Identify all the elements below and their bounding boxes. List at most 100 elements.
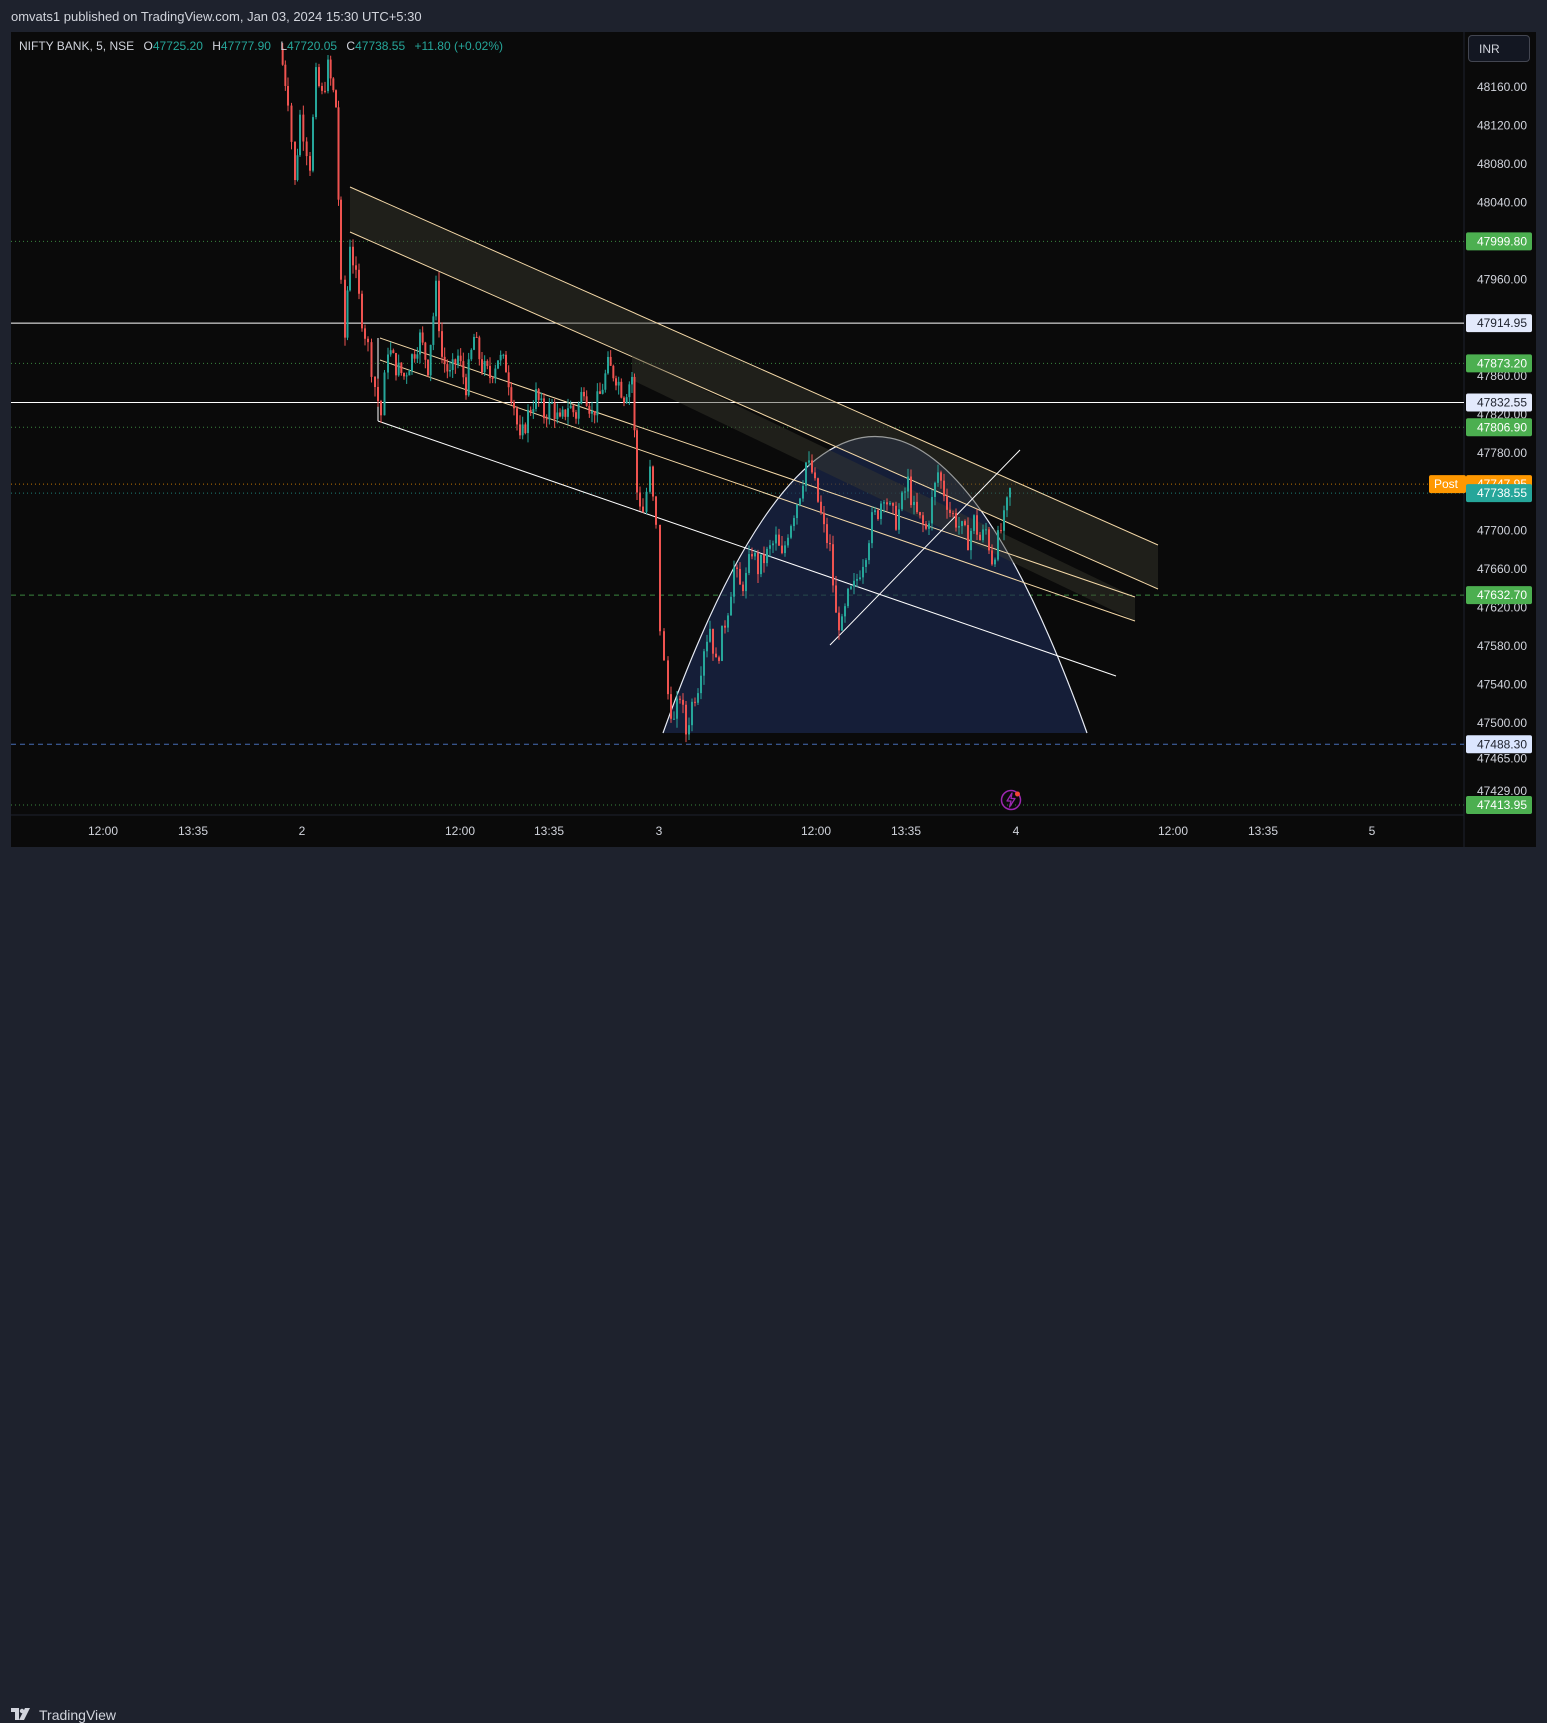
candle-body [615,378,617,386]
middle-channel-bottom[interactable] [379,359,1136,622]
candle-body [315,67,317,118]
candle-body [934,482,936,497]
time-tick-label: 13:35 [178,824,208,838]
candle-body [432,316,435,345]
candle-body [465,377,467,396]
candle-body [649,466,651,492]
candle-body [462,361,465,378]
candle-body [895,505,897,530]
candle-body [787,537,789,546]
price-tick-label: 48120.00 [1477,119,1527,133]
price-tag [1466,735,1532,754]
candle-body [491,377,494,379]
price-tag-label: 47738.55 [1477,486,1527,500]
price-tag [1466,232,1532,251]
candle-body [994,559,996,565]
candle-body [361,293,363,329]
time-tick-label: 2 [299,824,306,838]
candle-body [524,424,527,434]
candle-body [772,543,774,546]
candle-body [332,78,335,91]
candle-body [796,504,798,519]
candle-body [778,534,780,546]
candle-body [397,362,400,376]
candle-body [868,543,870,561]
candle-body [494,368,497,379]
price-tick-label: 47465.00 [1477,752,1527,766]
lightning-bolt-icon[interactable] [1000,789,1022,811]
candle-body [395,353,397,376]
currency-button[interactable]: INR [1468,35,1530,62]
candle-body [901,492,903,510]
candle-body [697,693,699,703]
candle-body [604,373,607,390]
candle-body [645,491,648,512]
candle-body [880,503,882,519]
candle-body [408,370,411,376]
price-tick-label: 47960.00 [1477,273,1527,287]
candle-body [413,354,416,359]
price-tick-label: 48080.00 [1477,157,1527,171]
candle-body [281,48,284,65]
candle-body [889,503,891,505]
price-tag [1466,796,1532,814]
time-tick-label: 12:00 [88,824,118,838]
rising-trendline[interactable] [829,449,1021,646]
candle-body [352,246,354,266]
candle-body [967,525,969,551]
candle-body [892,503,894,506]
candle-body [964,521,966,526]
candle-body [910,476,912,506]
candle-body [596,391,599,416]
candle-body [700,675,702,694]
candle-body [387,354,389,373]
candle-body [916,501,918,513]
tradingview-brand[interactable]: TradingView [11,1707,116,1723]
candle-body [856,579,858,581]
candle-body [457,355,459,365]
price-axis[interactable]: 48160.00 48120.00 48080.00 48040.00 47960.00… [1477,80,1527,798]
upper-channel-bottom[interactable] [349,231,1159,590]
candle-body [832,544,834,586]
pattern-drawings[interactable] [349,186,1159,734]
candle-body [718,657,720,661]
candle-body [739,568,741,585]
price-tick-label: 47780.00 [1477,446,1527,460]
candle-body [377,386,379,402]
candle-body [652,466,654,497]
candle-body [583,391,585,397]
upper-channel-top[interactable] [349,186,1159,546]
candle-body [958,526,960,528]
candle-body [970,530,972,551]
candle-body [781,545,783,554]
candle-body [346,290,349,338]
low-label: L [280,39,288,53]
price-chart[interactable]: 48160.00 48120.00 48080.00 48040.00 47960.00… [0,0,1547,886]
candle-body [532,409,535,413]
candle-body [411,354,413,371]
candle-body [659,524,661,632]
price-tag-label: 47488.30 [1477,737,1527,751]
candle-body [337,107,340,200]
candle-body [769,545,771,549]
candle-body [483,361,486,373]
candle-body [982,529,984,541]
time-axis[interactable]: 12:00 13:35 2 12:00 13:35 3 12:00 13:35 4 12:00 13… [88,824,1376,838]
candle-body [572,405,575,413]
candle-body [712,628,714,654]
candle-body [545,418,548,420]
middle-channel-top[interactable] [379,337,1136,598]
candle-body [364,328,366,339]
lower-channel-line[interactable] [377,420,1117,677]
candle-body [543,398,545,419]
candle-body [730,596,732,616]
candle-body [284,64,287,87]
candle-body [694,701,696,703]
candle-body [715,653,717,658]
candle-body [367,338,369,343]
candle-body [617,381,620,386]
arc-outline[interactable] [662,435,1088,734]
candle-body [305,141,308,157]
candle-body [760,554,762,575]
candle-body [380,401,382,416]
